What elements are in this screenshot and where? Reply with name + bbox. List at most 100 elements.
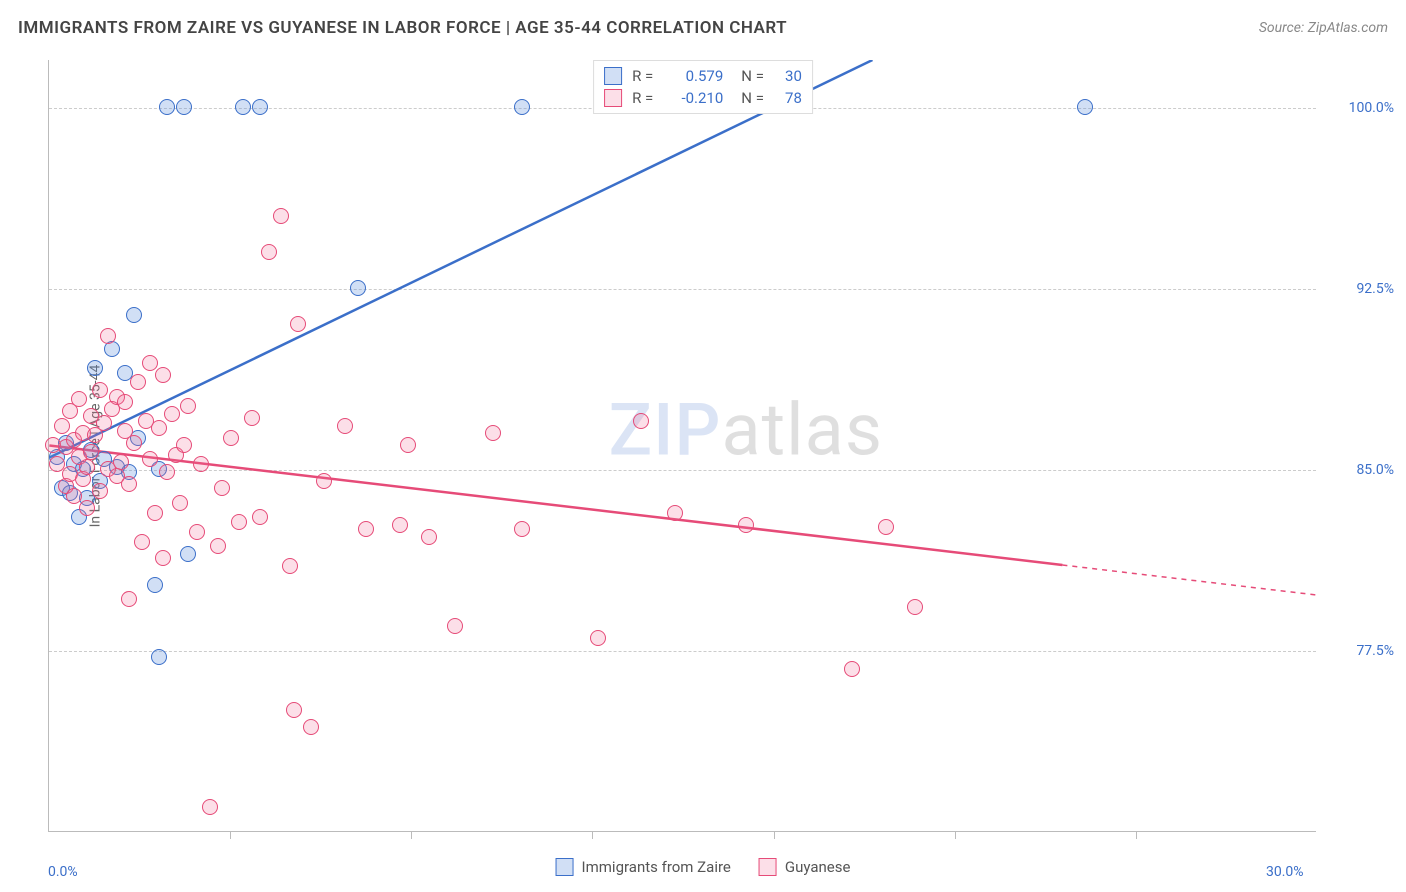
stat-r-label: R =	[632, 89, 653, 107]
y-tick-label: 100.0%	[1349, 100, 1394, 116]
data-point-guyanese	[172, 495, 188, 511]
data-point-guyanese	[117, 394, 133, 410]
data-point-guyanese	[358, 521, 374, 537]
gridline	[49, 651, 1316, 652]
data-point-guyanese	[421, 529, 437, 545]
legend-label: Immigrants from Zaire	[582, 858, 731, 876]
x-minor-tick	[1136, 831, 1137, 839]
data-point-guyanese	[844, 661, 860, 677]
data-point-guyanese	[282, 558, 298, 574]
data-point-zaire	[87, 360, 103, 376]
legend-item: Guyanese	[759, 858, 851, 876]
stat-n-label: N =	[741, 67, 764, 85]
data-point-zaire	[180, 546, 196, 562]
x-minor-tick	[411, 831, 412, 839]
data-point-guyanese	[142, 355, 158, 371]
regression-lines	[49, 60, 1316, 831]
y-tick-label: 85.0%	[1356, 462, 1394, 478]
data-point-zaire	[126, 307, 142, 323]
regression-line-extrap-guyanese	[1062, 565, 1315, 595]
data-point-guyanese	[147, 505, 163, 521]
data-point-guyanese	[100, 328, 116, 344]
data-point-guyanese	[121, 476, 137, 492]
regression-line-zaire	[49, 60, 872, 458]
x-minor-tick	[774, 831, 775, 839]
stat-r-label: R =	[632, 67, 653, 85]
data-point-guyanese	[210, 538, 226, 554]
stats-legend: R = 0.579 N = 30 R = -0.210 N = 78	[593, 60, 813, 114]
stat-n-value: 30	[774, 67, 802, 85]
data-point-guyanese	[151, 420, 167, 436]
gridline	[49, 289, 1316, 290]
x-tick-label: 30.0%	[1266, 864, 1304, 880]
data-point-zaire	[252, 99, 268, 115]
data-point-zaire	[350, 280, 366, 296]
y-tick-label: 77.5%	[1356, 643, 1394, 659]
data-point-guyanese	[485, 425, 501, 441]
data-point-guyanese	[71, 391, 87, 407]
x-minor-tick	[955, 831, 956, 839]
stats-legend-row-zaire: R = 0.579 N = 30	[604, 65, 802, 87]
stat-n-value: 78	[774, 89, 802, 107]
data-point-guyanese	[907, 599, 923, 615]
data-point-guyanese	[113, 454, 129, 470]
data-point-guyanese	[252, 509, 268, 525]
data-point-guyanese	[290, 316, 306, 332]
data-point-guyanese	[633, 413, 649, 429]
data-point-guyanese	[286, 702, 302, 718]
data-point-guyanese	[155, 550, 171, 566]
stat-r-value: -0.210	[663, 89, 723, 107]
data-point-guyanese	[590, 630, 606, 646]
legend-swatch	[759, 858, 777, 876]
legend-label: Guyanese	[785, 858, 851, 876]
watermark: ZIPatlas	[609, 388, 883, 473]
data-point-guyanese	[273, 208, 289, 224]
data-point-guyanese	[667, 505, 683, 521]
stats-legend-row-guyanese: R = -0.210 N = 78	[604, 87, 802, 109]
data-point-zaire	[1077, 99, 1093, 115]
data-point-guyanese	[134, 534, 150, 550]
data-point-guyanese	[121, 591, 137, 607]
data-point-guyanese	[202, 799, 218, 815]
gridline	[49, 470, 1316, 471]
series-legend: Immigrants from Zaire Guyanese	[556, 858, 851, 876]
data-point-guyanese	[337, 418, 353, 434]
watermark-zip: ZIP	[609, 388, 722, 473]
data-point-guyanese	[214, 480, 230, 496]
data-point-guyanese	[316, 473, 332, 489]
stat-r-value: 0.579	[663, 67, 723, 85]
source-credit: Source: ZipAtlas.com	[1259, 20, 1388, 36]
data-point-guyanese	[54, 418, 70, 434]
data-point-guyanese	[142, 451, 158, 467]
legend-swatch	[604, 67, 622, 85]
data-point-guyanese	[223, 430, 239, 446]
data-point-guyanese	[92, 483, 108, 499]
data-point-zaire	[159, 99, 175, 115]
data-point-guyanese	[66, 488, 82, 504]
data-point-guyanese	[79, 500, 95, 516]
x-tick-label: 0.0%	[48, 864, 78, 880]
data-point-guyanese	[130, 374, 146, 390]
data-point-guyanese	[261, 244, 277, 260]
data-point-guyanese	[193, 456, 209, 472]
data-point-guyanese	[400, 437, 416, 453]
data-point-guyanese	[878, 519, 894, 535]
header: IMMIGRANTS FROM ZAIRE VS GUYANESE IN LAB…	[18, 18, 1388, 38]
watermark-atlas: atlas	[721, 388, 883, 473]
data-point-guyanese	[79, 459, 95, 475]
data-point-guyanese	[159, 464, 175, 480]
data-point-guyanese	[164, 406, 180, 422]
stat-n-label: N =	[741, 89, 764, 107]
data-point-zaire	[151, 649, 167, 665]
data-point-zaire	[514, 99, 530, 115]
data-point-guyanese	[392, 517, 408, 533]
data-point-guyanese	[447, 618, 463, 634]
data-point-guyanese	[244, 410, 260, 426]
x-minor-tick	[230, 831, 231, 839]
data-point-guyanese	[96, 415, 112, 431]
data-point-guyanese	[83, 444, 99, 460]
data-point-guyanese	[738, 517, 754, 533]
x-minor-tick	[592, 831, 593, 839]
y-tick-label: 92.5%	[1356, 281, 1394, 297]
legend-swatch	[604, 89, 622, 107]
